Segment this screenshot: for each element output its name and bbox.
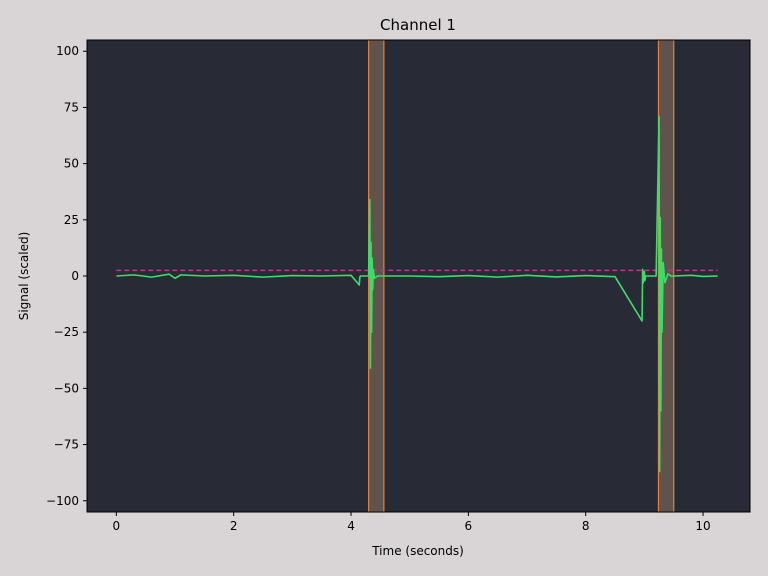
x-axis-ticks: 0 2 4 6 8 10 xyxy=(113,512,711,533)
y-axis-label: Signal (scaled) xyxy=(17,232,31,321)
y-tick-label: 0 xyxy=(71,269,79,283)
x-tick-label: 6 xyxy=(465,519,473,533)
x-tick-label: 10 xyxy=(695,519,710,533)
signal-line-1 xyxy=(116,115,718,473)
y-tick-label: 50 xyxy=(64,157,79,171)
y-tick-label: 25 xyxy=(64,213,79,227)
x-tick-label: 0 xyxy=(113,519,121,533)
y-tick-label: 100 xyxy=(56,44,79,58)
y-tick-label: −25 xyxy=(54,325,79,339)
x-tick-label: 4 xyxy=(347,519,355,533)
y-tick-label: −100 xyxy=(46,494,79,508)
signal-series xyxy=(116,115,718,473)
chart-title: Channel 1 xyxy=(380,16,456,34)
y-tick-label: −75 xyxy=(54,438,79,452)
x-tick-label: 8 xyxy=(582,519,590,533)
x-axis-label: Time (seconds) xyxy=(371,544,464,558)
y-tick-label: 75 xyxy=(64,100,79,114)
y-tick-label: −50 xyxy=(54,381,79,395)
y-axis-ticks: 100 75 50 25 0 −25 −50 −75 −100 xyxy=(46,44,87,508)
x-tick-label: 2 xyxy=(230,519,238,533)
